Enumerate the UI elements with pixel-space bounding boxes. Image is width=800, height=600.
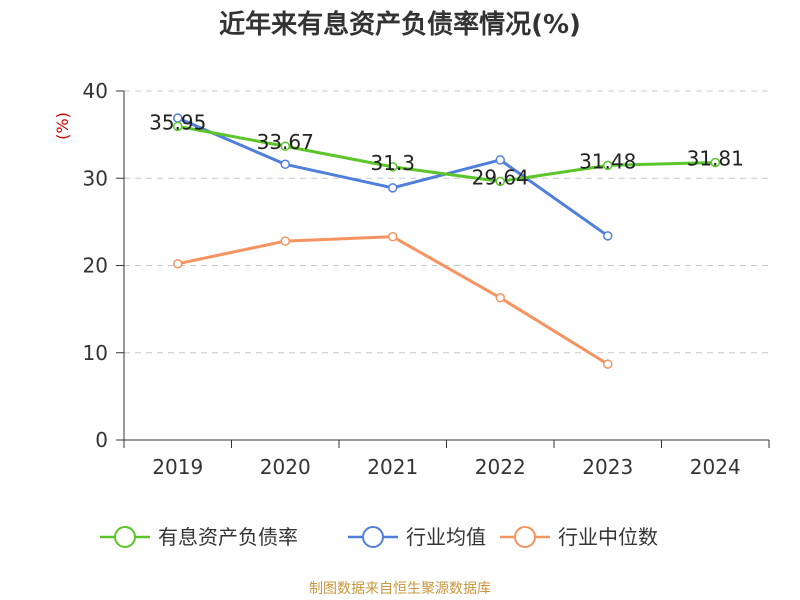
y-axis-label: (%)	[53, 112, 72, 140]
series-line	[177, 116, 609, 238]
legend-marker	[514, 526, 536, 548]
data-label: 31.48	[579, 149, 636, 173]
data-point	[388, 183, 398, 193]
legend-marker	[114, 526, 136, 548]
data-point	[495, 155, 505, 165]
series-line	[177, 124, 716, 183]
x-tick-label: 2022	[475, 455, 526, 479]
data-point	[280, 236, 290, 246]
y-tick-label: 30	[83, 166, 108, 190]
legend-label: 行业中位数	[558, 525, 658, 549]
data-label: 31.81	[687, 146, 744, 170]
x-tick-label: 2024	[690, 455, 741, 479]
data-point	[388, 231, 398, 242]
series-line	[177, 235, 609, 366]
data-point	[173, 259, 183, 269]
data-point	[280, 141, 290, 151]
y-tick-label: 40	[83, 79, 108, 103]
data-point	[388, 162, 398, 172]
chart-title: 近年来有息资产负债率情况(%)	[219, 10, 581, 40]
data-label: 29.64	[472, 165, 529, 189]
y-tick-label: 20	[83, 254, 108, 278]
legend-label: 行业均值	[406, 525, 486, 549]
data-point	[173, 121, 183, 132]
x-tick-label: 2021	[367, 455, 418, 479]
legend-label: 有息资产负债率	[158, 525, 298, 549]
data-point	[280, 159, 290, 170]
data-source-note: 制图数据来自恒生聚源数据库	[309, 581, 491, 597]
data-point	[495, 293, 505, 303]
y-tick-label: 10	[83, 341, 108, 365]
legend-marker	[362, 526, 384, 548]
x-tick-label: 2019	[152, 455, 203, 479]
data-point	[603, 359, 613, 369]
data-label: 35.95	[149, 110, 206, 134]
y-tick-label: 0	[95, 428, 108, 452]
x-tick-label: 2020	[260, 455, 311, 479]
data-point	[603, 160, 613, 171]
x-tick-label: 2023	[582, 455, 633, 479]
data-point	[710, 157, 720, 168]
data-label: 33.67	[257, 130, 314, 154]
data-label: 31.3	[370, 151, 415, 175]
data-point	[603, 231, 613, 241]
data-point	[495, 176, 505, 187]
